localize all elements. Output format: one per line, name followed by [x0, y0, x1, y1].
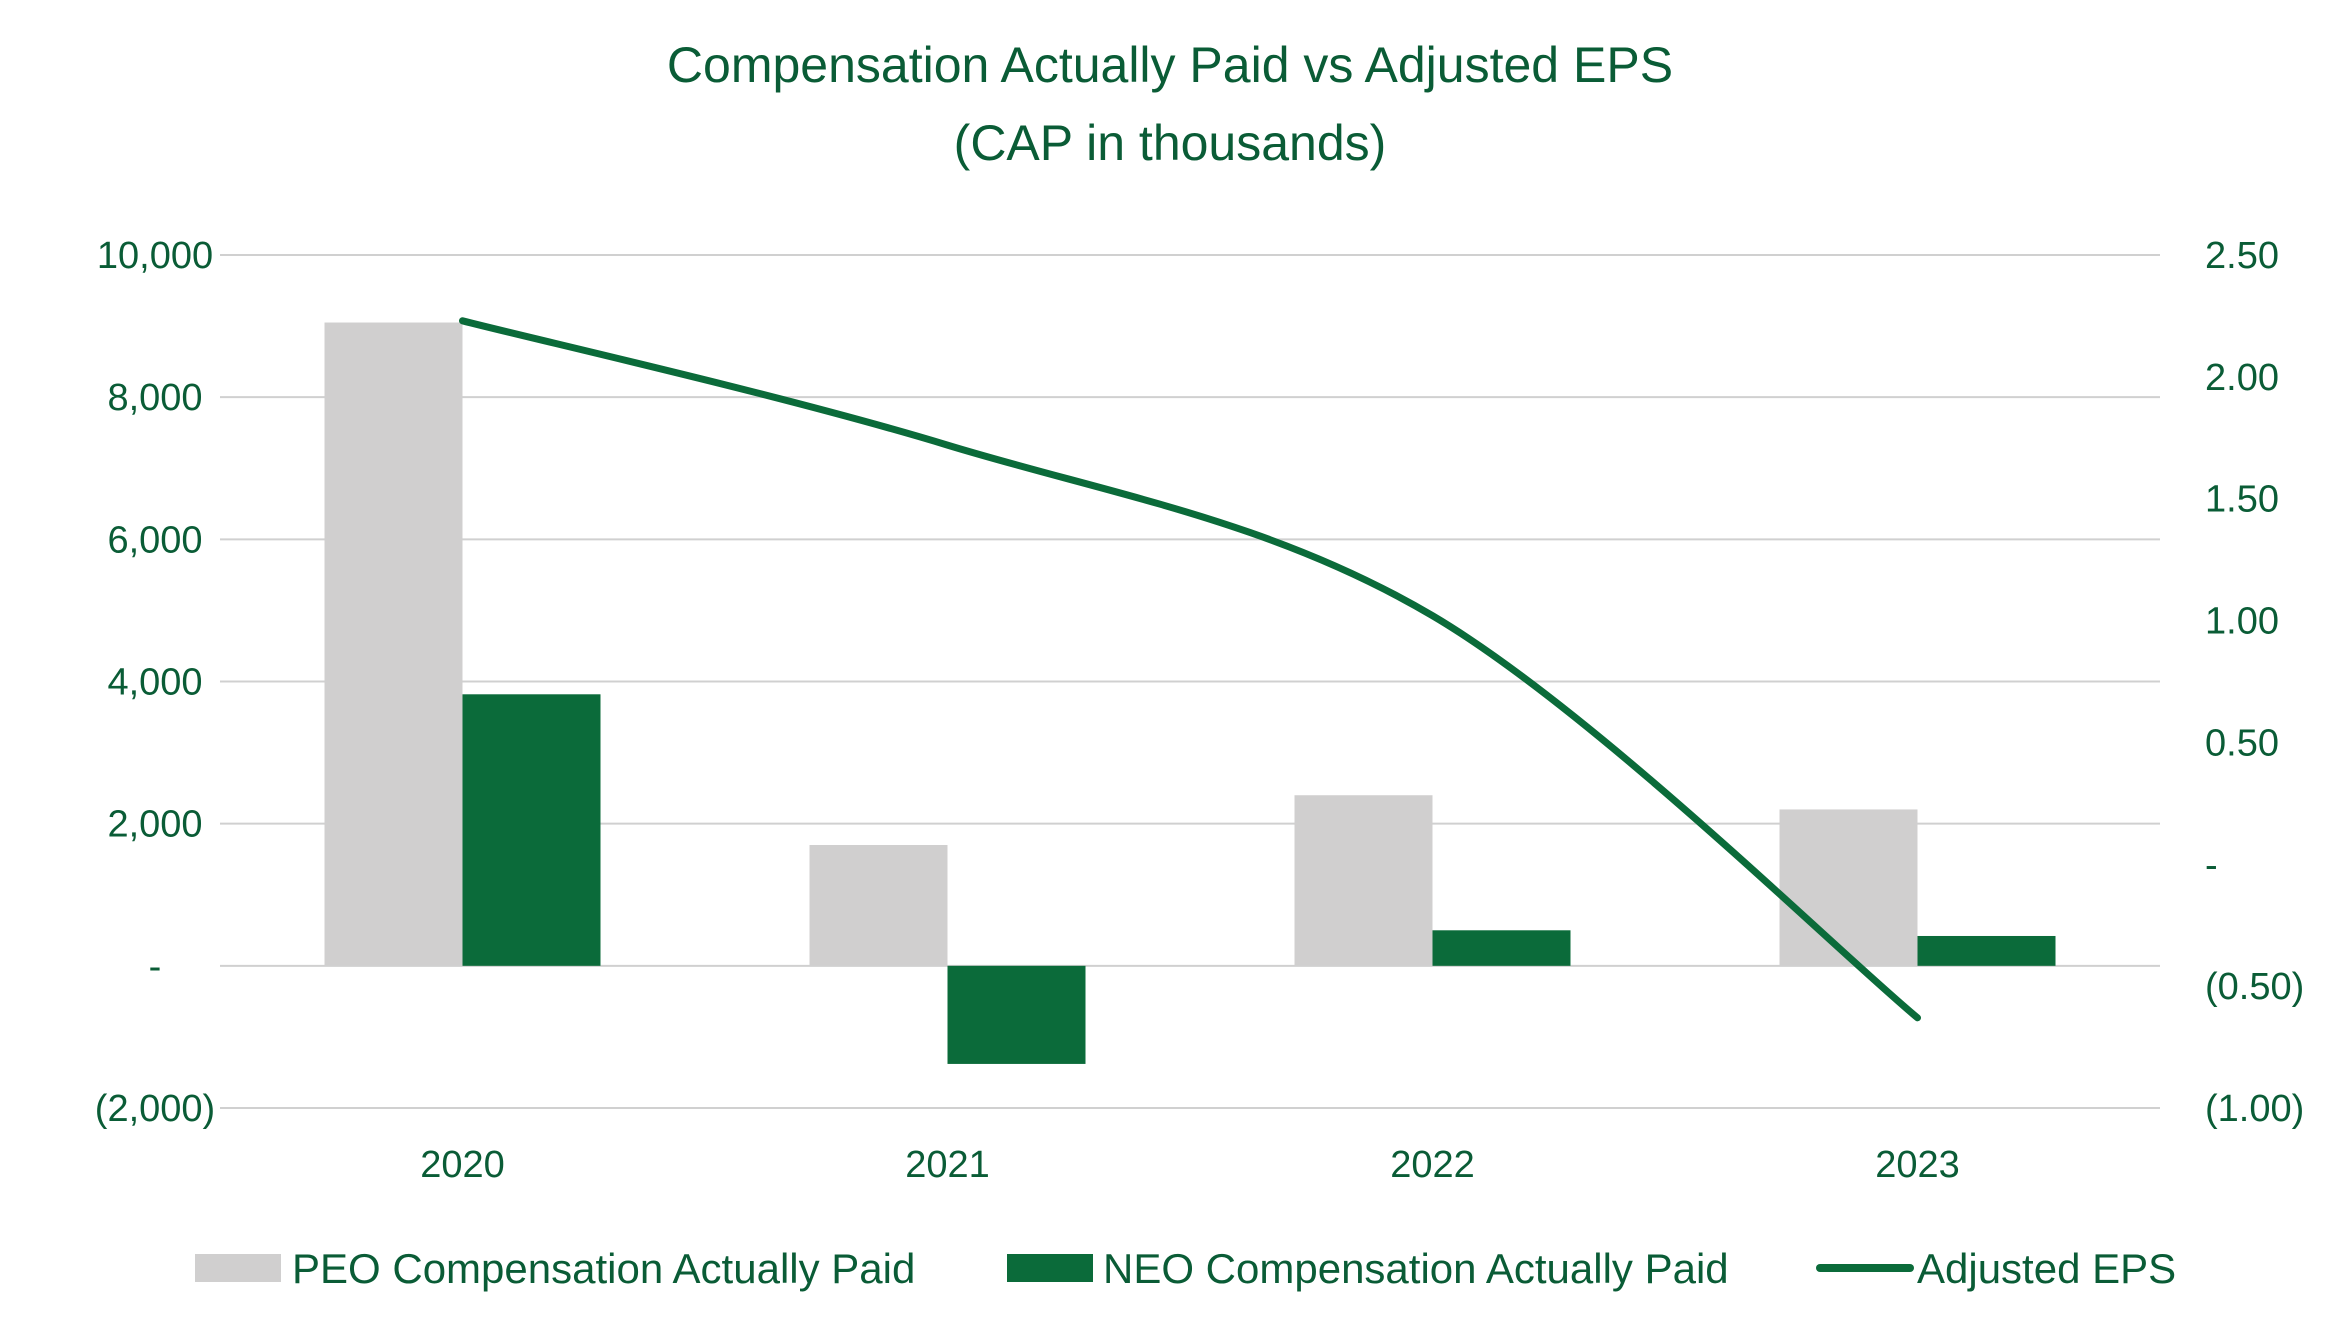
legend-label: Adjusted EPS	[1917, 1245, 2176, 1292]
legend-swatch-neo	[1007, 1254, 1093, 1282]
eps-point-2021	[944, 442, 951, 449]
left-tick-label: 6,000	[107, 519, 202, 561]
chart-subtitle: (CAP in thousands)	[954, 115, 1387, 171]
peo-bar-2021	[809, 844, 948, 966]
neo-bar-2021	[947, 965, 1086, 1064]
right-tick-label: 1.50	[2205, 479, 2279, 521]
right-tick-label: 0.50	[2205, 722, 2279, 764]
x-tick-label: 2020	[420, 1144, 505, 1186]
right-tick-label: 1.00	[2205, 601, 2279, 643]
right-tick-label: (1.00)	[2205, 1088, 2304, 1130]
eps-point-2022	[1429, 612, 1436, 619]
gridlines	[220, 254, 2160, 1109]
left-axis-ticks: 10,000 8,000 6,000 4,000 2,000 - (2,000)	[95, 235, 215, 1130]
peo-bar-2020	[324, 322, 463, 966]
right-tick-label: -	[2205, 844, 2218, 886]
eps-point-2023	[1914, 1014, 1921, 1021]
legend: PEO Compensation Actually Paid NEO Compen…	[195, 1245, 2176, 1292]
left-tick-label: -	[149, 946, 162, 988]
right-tick-label: 2.00	[2205, 357, 2279, 399]
x-tick-label: 2021	[905, 1144, 990, 1186]
eps-point-2020	[459, 317, 466, 324]
eps-line-layer	[459, 317, 1921, 1022]
chart-title: Compensation Actually Paid vs Adjusted E…	[667, 37, 1673, 93]
x-tick-label: 2023	[1875, 1144, 1960, 1186]
left-tick-label: 8,000	[107, 377, 202, 419]
legend-label: NEO Compensation Actually Paid	[1103, 1245, 1729, 1292]
right-axis-ticks: 2.50 2.00 1.50 1.00 0.50 - (0.50) (1.00)	[2205, 235, 2304, 1130]
neo-bar-2020	[462, 694, 601, 966]
neo-bar-2022	[1432, 930, 1571, 966]
peo-bar-2022	[1294, 795, 1433, 966]
neo-bar-2023	[1917, 935, 2056, 966]
left-tick-label: 4,000	[107, 662, 202, 704]
left-tick-label: (2,000)	[95, 1088, 215, 1130]
adjusted-eps-line	[459, 317, 1921, 1022]
x-axis-ticks: 2020 2021 2022 2023	[420, 1144, 1960, 1186]
left-tick-label: 2,000	[107, 804, 202, 846]
right-tick-label: (0.50)	[2205, 966, 2304, 1008]
bars	[324, 322, 2056, 1064]
x-tick-label: 2022	[1390, 1144, 1475, 1186]
legend-swatch-peo	[195, 1254, 281, 1282]
right-tick-label: 2.50	[2205, 235, 2279, 277]
peo-bar-2023	[1779, 809, 1918, 966]
left-tick-label: 10,000	[97, 235, 213, 277]
legend-label: PEO Compensation Actually Paid	[292, 1245, 915, 1292]
